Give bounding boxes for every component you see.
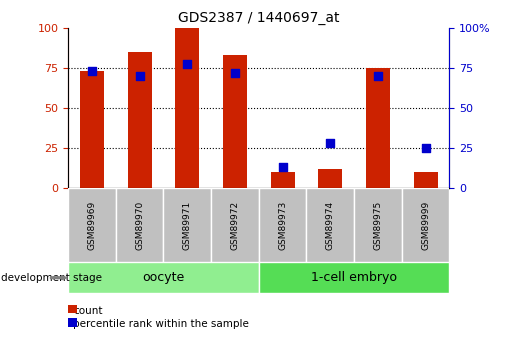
Text: GSM89974: GSM89974: [326, 200, 335, 250]
Text: GSM89971: GSM89971: [183, 200, 192, 250]
Bar: [164, 188, 211, 262]
Bar: [223, 55, 247, 188]
Bar: [128, 52, 152, 188]
Bar: [175, 28, 199, 188]
Text: count: count: [73, 306, 103, 315]
Bar: [354, 188, 402, 262]
Point: [88, 68, 96, 74]
Bar: [366, 68, 390, 188]
Bar: [414, 172, 437, 188]
Text: development stage: development stage: [1, 273, 102, 283]
Bar: [68, 188, 116, 262]
Point: [231, 70, 239, 75]
Bar: [68, 262, 259, 293]
Text: GSM89999: GSM89999: [421, 200, 430, 250]
Text: 1-cell embryo: 1-cell embryo: [311, 271, 397, 284]
Text: GSM89970: GSM89970: [135, 200, 144, 250]
Bar: [259, 262, 449, 293]
Point: [183, 62, 191, 67]
Text: GSM89973: GSM89973: [278, 200, 287, 250]
Bar: [211, 188, 259, 262]
Text: percentile rank within the sample: percentile rank within the sample: [73, 319, 249, 329]
Text: GSM89972: GSM89972: [230, 200, 239, 250]
Point: [136, 73, 144, 78]
Point: [374, 73, 382, 78]
Bar: [259, 188, 307, 262]
Point: [279, 165, 287, 170]
Bar: [402, 188, 449, 262]
Text: GSM89969: GSM89969: [87, 200, 96, 250]
Point: [326, 140, 334, 146]
Bar: [318, 169, 342, 188]
Title: GDS2387 / 1440697_at: GDS2387 / 1440697_at: [178, 11, 339, 25]
Text: GSM89975: GSM89975: [374, 200, 382, 250]
Bar: [116, 188, 164, 262]
Text: oocyte: oocyte: [142, 271, 185, 284]
Point: [422, 145, 430, 151]
Bar: [271, 172, 294, 188]
Bar: [307, 188, 354, 262]
Bar: [80, 71, 104, 188]
